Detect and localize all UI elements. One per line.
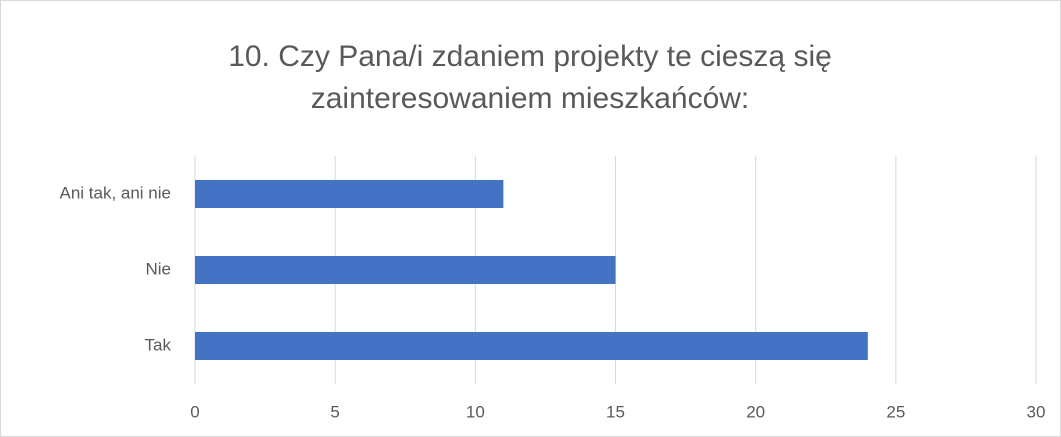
y-tick-label: Tak: [145, 335, 172, 354]
y-tick-label: Ani tak, ani nie: [59, 183, 171, 202]
x-tick-label: 5: [330, 402, 339, 421]
y-tick-label: Nie: [145, 259, 171, 278]
x-tick-label: 30: [1027, 402, 1046, 421]
x-tick-label: 0: [190, 402, 199, 421]
x-tick-label: 25: [886, 402, 905, 421]
bar: [195, 332, 868, 360]
bar: [195, 256, 616, 284]
x-tick-label: 20: [746, 402, 765, 421]
x-tick-label: 10: [466, 402, 485, 421]
chart-title: 10. Czy Pana/i zdaniem projekty te ciesz…: [228, 40, 832, 115]
bar: [195, 180, 504, 208]
x-tick-label: 15: [606, 402, 625, 421]
